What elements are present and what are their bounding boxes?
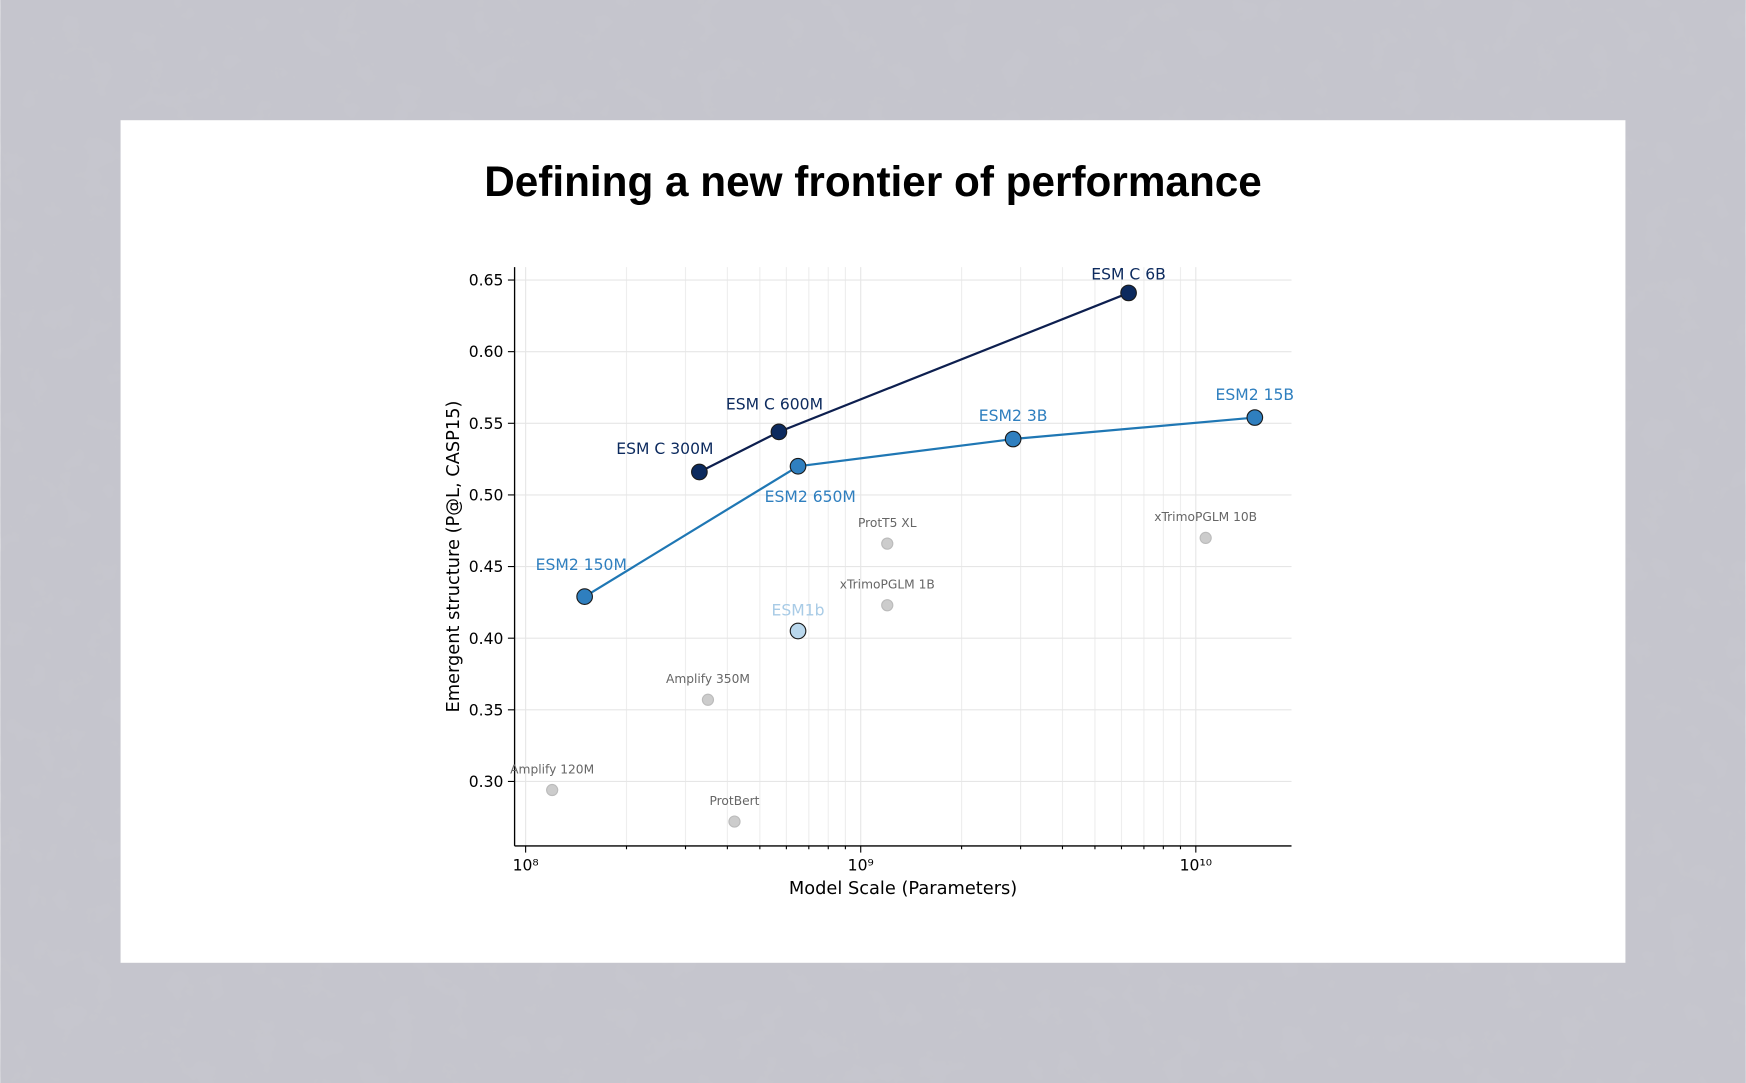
point-baseline bbox=[728, 815, 741, 828]
point-label: ESM1b bbox=[772, 601, 825, 619]
point-label: xTrimoPGLM 1B bbox=[840, 578, 935, 592]
point-label: xTrimoPGLM 10B bbox=[1154, 510, 1257, 524]
y-tick-label: 0.35 bbox=[469, 701, 504, 719]
point-baseline bbox=[881, 537, 894, 550]
point bbox=[789, 457, 807, 475]
point-label: ProtBert bbox=[709, 794, 759, 808]
x-tick-label: 10⁹ bbox=[848, 856, 874, 874]
point-label: ESM2 150M bbox=[536, 556, 627, 574]
point bbox=[770, 423, 788, 441]
point-label: Amplify 120M bbox=[510, 762, 594, 776]
point-baseline bbox=[546, 783, 559, 797]
series-line bbox=[584, 416, 1255, 598]
y-tick-label: 0.65 bbox=[469, 272, 504, 290]
point bbox=[1004, 430, 1022, 448]
point-label: Amplify 350M bbox=[666, 672, 750, 686]
point-label: ESM C 600M bbox=[726, 396, 823, 414]
x-axis-label: Model Scale (Parameters) bbox=[789, 878, 1017, 899]
point bbox=[576, 588, 593, 605]
point-label: ESM2 15B bbox=[1216, 386, 1295, 404]
point-label: ESM C 300M bbox=[616, 440, 713, 458]
chart-title: Defining a new frontier of performance bbox=[484, 158, 1262, 205]
card bbox=[120, 120, 1626, 963]
y-tick-label: 0.45 bbox=[469, 558, 504, 576]
y-tick-label: 0.30 bbox=[469, 773, 504, 791]
point-label: ProtT5 XL bbox=[858, 516, 917, 530]
point-label: ESM2 3B bbox=[979, 407, 1048, 425]
x-tick-label: 10⁸ bbox=[513, 856, 539, 874]
point-label: ESM C 6B bbox=[1091, 266, 1166, 284]
y-tick-label: 0.50 bbox=[469, 486, 504, 504]
point bbox=[691, 463, 708, 481]
y-tick-label: 0.60 bbox=[469, 343, 504, 361]
x-tick-label: 10¹⁰ bbox=[1180, 856, 1212, 874]
point-baseline bbox=[701, 693, 715, 706]
point bbox=[789, 622, 807, 640]
point-label: ESM2 650M bbox=[765, 488, 856, 506]
y-axis-label: Emergent structure (P@L, CASP15) bbox=[443, 401, 464, 713]
point-baseline bbox=[1199, 531, 1212, 545]
point-baseline bbox=[881, 599, 894, 612]
point bbox=[1246, 409, 1264, 426]
y-tick-label: 0.55 bbox=[469, 415, 504, 433]
y-tick-label: 0.40 bbox=[469, 630, 504, 648]
point bbox=[1120, 284, 1137, 302]
